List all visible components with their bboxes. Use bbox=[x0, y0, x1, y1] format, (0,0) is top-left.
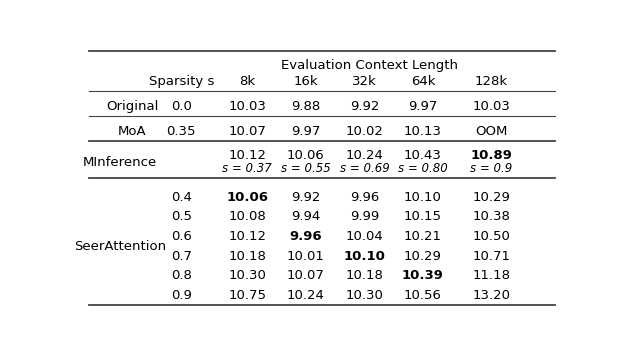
Text: 10.38: 10.38 bbox=[472, 210, 510, 223]
Text: 10.18: 10.18 bbox=[228, 250, 266, 263]
Text: s = 0.9: s = 0.9 bbox=[470, 162, 512, 175]
Text: 10.12: 10.12 bbox=[228, 149, 266, 162]
Text: 10.71: 10.71 bbox=[472, 250, 510, 263]
Text: Sparsity s: Sparsity s bbox=[149, 75, 214, 88]
Text: 64k: 64k bbox=[411, 75, 435, 88]
Text: s = 0.55: s = 0.55 bbox=[281, 162, 331, 175]
Text: 10.18: 10.18 bbox=[345, 269, 383, 282]
Text: 10.89: 10.89 bbox=[471, 149, 512, 162]
Text: 10.03: 10.03 bbox=[228, 100, 266, 113]
Text: 128k: 128k bbox=[475, 75, 508, 88]
Text: 0.4: 0.4 bbox=[171, 191, 192, 204]
Text: 10.75: 10.75 bbox=[228, 289, 266, 302]
Text: 10.30: 10.30 bbox=[228, 269, 266, 282]
Text: 10.07: 10.07 bbox=[287, 269, 324, 282]
Text: SeerAttention: SeerAttention bbox=[74, 240, 166, 253]
Text: 13.20: 13.20 bbox=[472, 289, 510, 302]
Text: 9.96: 9.96 bbox=[289, 230, 322, 243]
Text: 0.6: 0.6 bbox=[171, 230, 192, 243]
Text: 10.24: 10.24 bbox=[287, 289, 324, 302]
Text: 9.96: 9.96 bbox=[350, 191, 379, 204]
Text: 16k: 16k bbox=[294, 75, 318, 88]
Text: 10.10: 10.10 bbox=[404, 191, 442, 204]
Text: 9.92: 9.92 bbox=[291, 191, 321, 204]
Text: s = 0.80: s = 0.80 bbox=[398, 162, 448, 175]
Text: Original: Original bbox=[106, 100, 159, 113]
Text: 8k: 8k bbox=[239, 75, 255, 88]
Text: 0.8: 0.8 bbox=[171, 269, 192, 282]
Text: 10.43: 10.43 bbox=[404, 149, 442, 162]
Text: 0.5: 0.5 bbox=[171, 210, 192, 223]
Text: s = 0.69: s = 0.69 bbox=[340, 162, 389, 175]
Text: 32k: 32k bbox=[352, 75, 377, 88]
Text: 10.10: 10.10 bbox=[343, 250, 386, 263]
Text: 10.29: 10.29 bbox=[472, 191, 510, 204]
Text: 10.01: 10.01 bbox=[287, 250, 324, 263]
Text: 10.06: 10.06 bbox=[226, 191, 268, 204]
Text: 10.21: 10.21 bbox=[404, 230, 442, 243]
Text: 10.56: 10.56 bbox=[404, 289, 442, 302]
Text: OOM: OOM bbox=[475, 125, 508, 138]
Text: 9.97: 9.97 bbox=[408, 100, 438, 113]
Text: Evaluation Context Length: Evaluation Context Length bbox=[281, 59, 458, 72]
Text: 0.7: 0.7 bbox=[171, 250, 192, 263]
Text: 10.24: 10.24 bbox=[345, 149, 383, 162]
Text: 10.30: 10.30 bbox=[345, 289, 383, 302]
Text: 10.03: 10.03 bbox=[472, 100, 510, 113]
Text: 9.88: 9.88 bbox=[291, 100, 321, 113]
Text: 0.35: 0.35 bbox=[166, 125, 196, 138]
Text: 11.18: 11.18 bbox=[472, 269, 510, 282]
Text: 10.39: 10.39 bbox=[402, 269, 444, 282]
Text: s = 0.37: s = 0.37 bbox=[222, 162, 272, 175]
Text: 10.13: 10.13 bbox=[404, 125, 442, 138]
Text: 0.0: 0.0 bbox=[171, 100, 192, 113]
Text: 10.12: 10.12 bbox=[228, 230, 266, 243]
Text: 9.94: 9.94 bbox=[291, 210, 321, 223]
Text: 9.99: 9.99 bbox=[350, 210, 379, 223]
Text: 0.9: 0.9 bbox=[171, 289, 192, 302]
Text: MInference: MInference bbox=[83, 156, 158, 169]
Text: 10.50: 10.50 bbox=[472, 230, 510, 243]
Text: 10.04: 10.04 bbox=[345, 230, 383, 243]
Text: 9.97: 9.97 bbox=[291, 125, 321, 138]
Text: 10.07: 10.07 bbox=[228, 125, 266, 138]
Text: 10.06: 10.06 bbox=[287, 149, 324, 162]
Text: MoA: MoA bbox=[118, 125, 147, 138]
Text: 10.29: 10.29 bbox=[404, 250, 442, 263]
Text: 10.02: 10.02 bbox=[345, 125, 383, 138]
Text: 9.92: 9.92 bbox=[350, 100, 379, 113]
Text: 10.08: 10.08 bbox=[228, 210, 266, 223]
Text: 10.15: 10.15 bbox=[404, 210, 442, 223]
